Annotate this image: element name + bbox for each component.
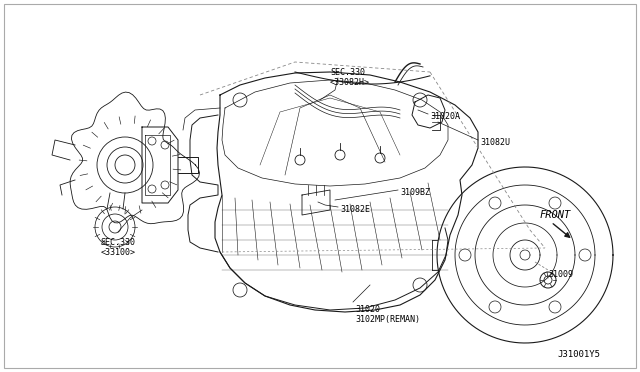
Text: 3109BZ: 3109BZ [400,188,430,197]
Text: 31082U: 31082U [480,138,510,147]
Text: FRONT: FRONT [540,210,572,220]
Text: 31020A: 31020A [430,112,460,121]
Text: 31020
3102MP(REMAN): 31020 3102MP(REMAN) [355,305,420,324]
Text: SEC.330
<33100>: SEC.330 <33100> [100,238,136,257]
Text: J31001Y5: J31001Y5 [557,350,600,359]
Text: 31009: 31009 [548,270,573,279]
Text: SEC.330
<33082H>: SEC.330 <33082H> [330,68,370,87]
Text: 31082E: 31082E [340,205,370,214]
